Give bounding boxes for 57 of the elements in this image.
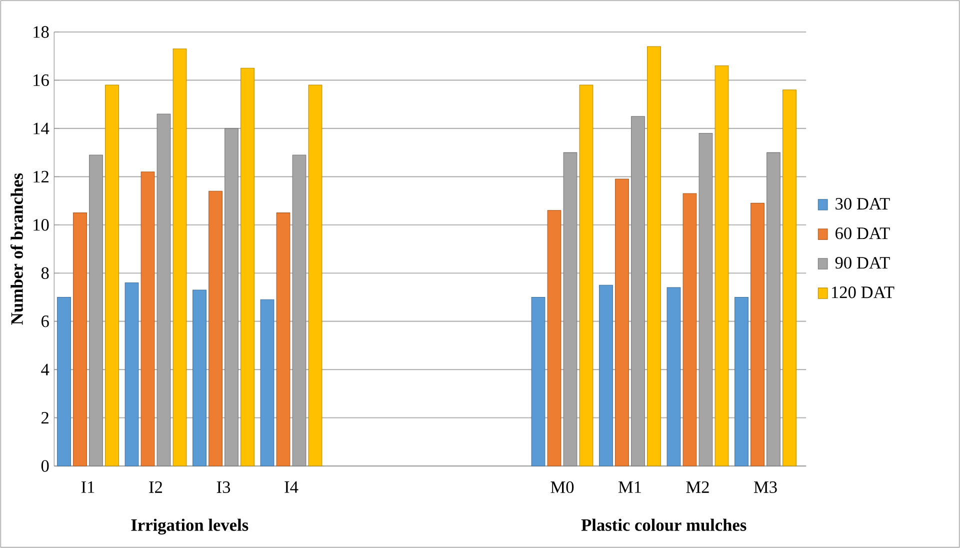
- bar: [531, 296, 546, 466]
- bar: [563, 152, 578, 466]
- x-tick-label: I4: [284, 481, 298, 493]
- bar: [615, 178, 629, 466]
- bar: [308, 84, 322, 466]
- y-tick-label: 16: [34, 74, 49, 86]
- y-tick-label: 0: [41, 460, 49, 472]
- bar: [579, 84, 594, 466]
- x-tick-label: M2: [686, 481, 709, 493]
- y-tick-label: 4: [41, 364, 50, 376]
- legend-label: 90 DAT: [835, 256, 890, 269]
- bar: [766, 152, 780, 466]
- text: Plastic colour mulches: [581, 518, 746, 531]
- bar: [734, 296, 748, 466]
- bar: [156, 114, 171, 466]
- x-tick-label: M3: [754, 481, 777, 494]
- x-tick-label: M0: [550, 481, 574, 494]
- bar: [89, 154, 103, 466]
- bar: [698, 132, 713, 466]
- text: Irrigation levels: [131, 518, 248, 535]
- bar: [57, 296, 71, 466]
- x-tick-label: M1: [618, 481, 641, 493]
- bar: [599, 284, 613, 466]
- bar: [124, 282, 139, 466]
- bar: [750, 202, 764, 466]
- y-tick-label: 8: [41, 267, 49, 279]
- bar: [192, 290, 206, 466]
- y-tick-label: 6: [42, 315, 49, 328]
- bar: [647, 46, 661, 466]
- y-tick-label: 2: [42, 412, 48, 424]
- bar: [140, 172, 155, 466]
- y-tick-label: 18: [34, 26, 49, 38]
- y-tick-label: 10: [34, 219, 49, 231]
- bar: [714, 65, 729, 466]
- bar: [172, 48, 187, 466]
- bar: [782, 90, 796, 466]
- legend-label: 120 DAT: [832, 286, 894, 298]
- legend-label: 60 DAT: [836, 227, 890, 240]
- bar: [240, 68, 254, 466]
- bar: [224, 128, 238, 466]
- bar: [682, 193, 697, 466]
- bar: [631, 116, 645, 466]
- y-tick-label: 12: [34, 170, 48, 182]
- bar: [276, 212, 290, 466]
- bar: [292, 154, 306, 466]
- legend-label: 30 DAT: [836, 198, 890, 210]
- x-tick-label: I2: [149, 481, 162, 493]
- x-tick-label: I1: [81, 481, 94, 493]
- bar: [73, 212, 87, 466]
- bar: [666, 287, 681, 466]
- x-tick-label: I3: [216, 481, 230, 494]
- bar: [260, 299, 274, 466]
- bar: [547, 210, 562, 466]
- y-axis-title: Number of branches: [10, 173, 23, 325]
- y-tick-label: 14: [34, 122, 50, 134]
- bar: [208, 190, 222, 466]
- bar: [105, 84, 119, 466]
